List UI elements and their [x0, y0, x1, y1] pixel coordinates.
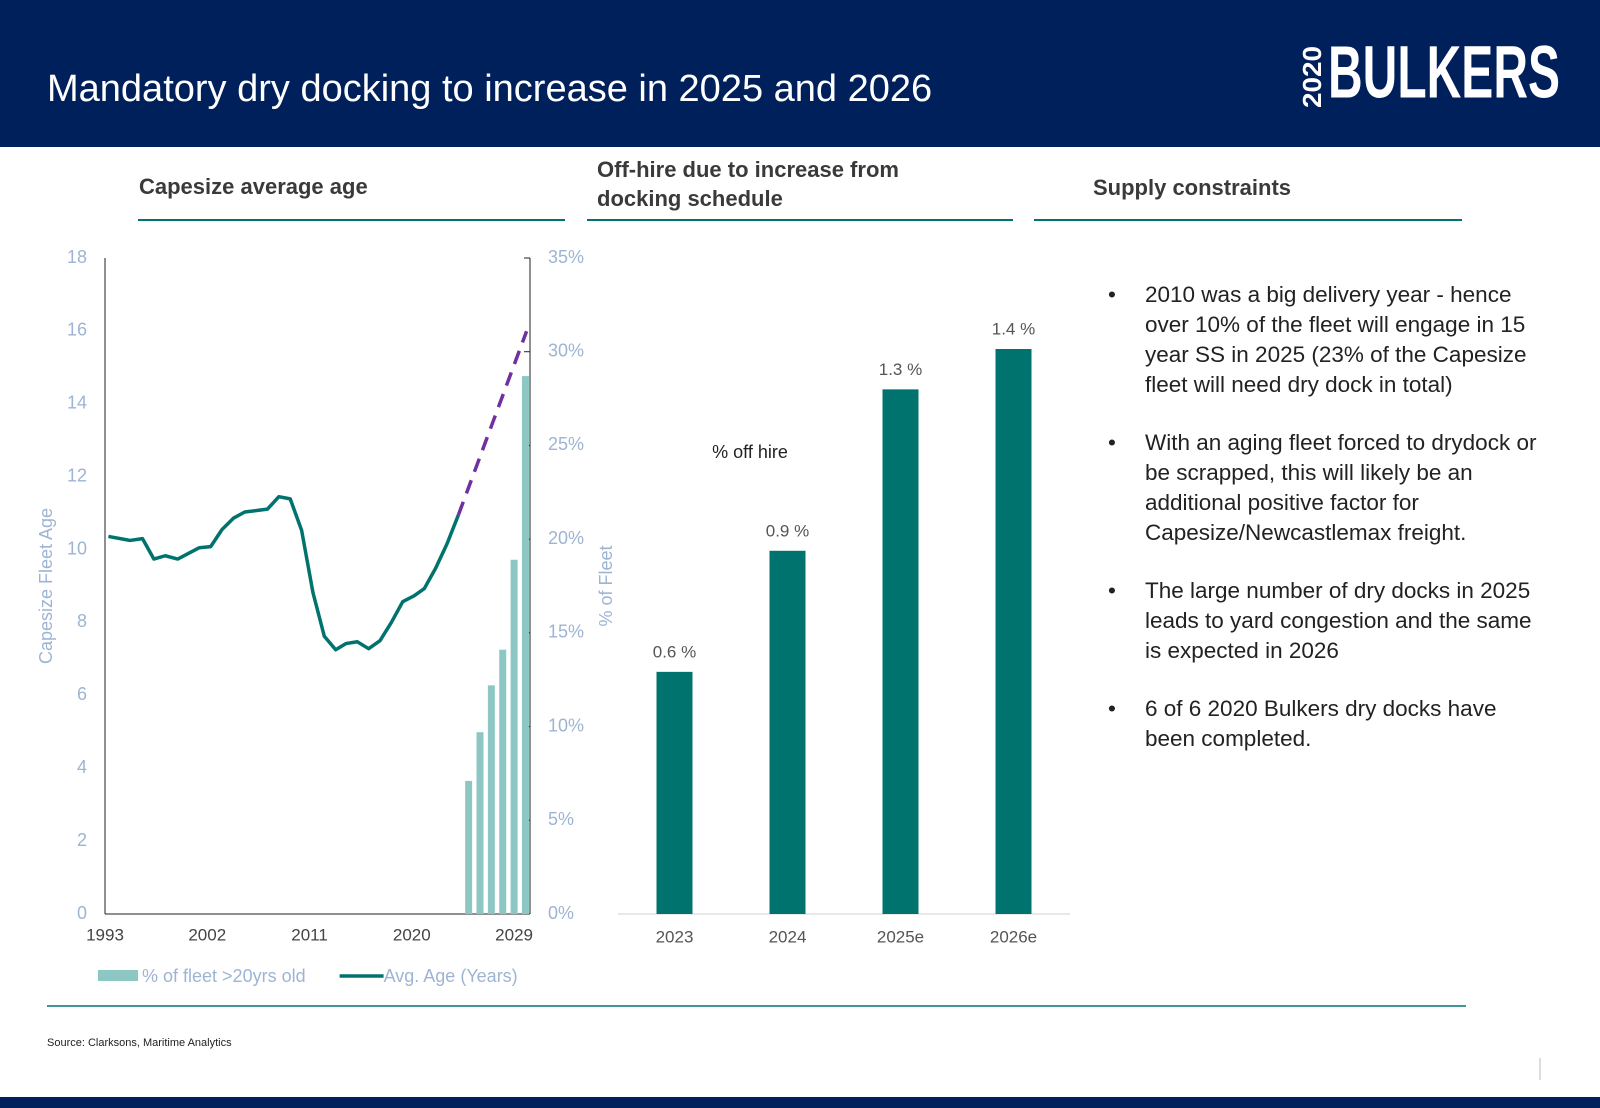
line [108, 494, 461, 652]
footer-band [0, 1097, 1600, 1108]
x-tick-label: 2029 [495, 925, 533, 944]
logo-number: 2020 [1297, 46, 1327, 108]
bullet: • The large number of dry docks in 2025 l… [1108, 576, 1548, 666]
value-label: 0.9 % [766, 521, 809, 540]
logo-name: BULKERS [1328, 31, 1560, 114]
legend-label: % of fleet >20yrs old [142, 966, 306, 986]
bullet: • 6 of 6 2020 Bulkers dry docks have been… [1108, 694, 1548, 754]
bullet-list: • 2010 was a big delivery year - hence ov… [1108, 280, 1548, 782]
x-tick-label: 2020 [393, 925, 431, 944]
bar [476, 732, 484, 914]
y-tick-label: 14 [67, 393, 87, 413]
bar [465, 780, 473, 914]
bullet-dot: • [1108, 578, 1116, 603]
y2-tick-label: 15% [548, 622, 584, 642]
y2-tick-label: 30% [548, 340, 584, 360]
y2-tick-label: 25% [548, 434, 584, 454]
source: Source: Clarksons, Maritime Analytics [47, 1037, 232, 1049]
bar [656, 671, 693, 914]
y2-tick-label: 0% [548, 903, 574, 923]
bar [769, 550, 806, 914]
y-tick-label: 12 [67, 465, 87, 485]
section-title: Supply constraints [1093, 175, 1291, 200]
bullet-dot: • [1108, 430, 1116, 455]
slide-title: Mandatory dry docking to increase in 202… [47, 68, 932, 110]
x-tick-label: 2026e [990, 927, 1037, 946]
bullet-dot: • [1108, 696, 1116, 721]
x-tick-label: 1993 [86, 925, 124, 944]
bullet-text: 6 of 6 2020 Bulkers dry docks have been … [1145, 696, 1497, 751]
legend-swatch [98, 970, 138, 981]
x-tick-label: 2024 [769, 927, 807, 946]
y2-tick-label: 35% [548, 247, 584, 267]
y2-axis-label: % of Fleet [596, 545, 616, 626]
y-tick-label: 6 [77, 684, 87, 704]
y2-tick-label: 5% [548, 809, 574, 829]
value-label: 1.3 % [879, 360, 922, 379]
line [456, 330, 529, 516]
y-tick-label: 16 [67, 320, 87, 340]
bullet-text: With an aging fleet forced to drydock or… [1145, 430, 1537, 545]
y-tick-label: 2 [77, 830, 87, 850]
bar [882, 389, 919, 914]
value-label: 1.4 % [992, 319, 1035, 338]
bar [995, 349, 1032, 914]
x-tick-label: 2023 [656, 927, 694, 946]
y-axis-label: Capesize Fleet Age [36, 508, 56, 664]
y2-tick-label: 20% [548, 528, 584, 548]
y-tick-label: 0 [77, 903, 87, 923]
bullet-text: 2010 was a big delivery year - hence ove… [1145, 282, 1527, 397]
value-label: 0.6 % [653, 642, 696, 661]
section-title: Capesize average age [139, 174, 368, 199]
bullet: • With an aging fleet forced to drydock o… [1108, 428, 1548, 548]
bar [521, 376, 529, 915]
bar [510, 559, 518, 914]
x-tick-label: 2025e [877, 927, 924, 946]
x-tick-label: 2002 [188, 925, 226, 944]
legend-label: Avg. Age (Years) [384, 966, 518, 986]
bullet: • 2010 was a big delivery year - hence ov… [1108, 280, 1548, 400]
bullet-text: The large number of dry docks in 2025 le… [1145, 578, 1532, 663]
header-band [0, 0, 1600, 147]
y2-tick-label: 10% [548, 715, 584, 735]
annotation: % off hire [712, 442, 788, 462]
bar [499, 649, 507, 914]
x-tick-label: 2011 [291, 925, 328, 944]
section-title: Off-hire due to increase from docking sch… [597, 157, 899, 211]
bar [487, 685, 495, 914]
bullet-dot: • [1108, 282, 1116, 307]
y-tick-label: 18 [67, 247, 87, 267]
y-tick-label: 8 [77, 611, 87, 631]
y-tick-label: 4 [77, 757, 87, 777]
y-tick-label: 10 [67, 538, 87, 558]
